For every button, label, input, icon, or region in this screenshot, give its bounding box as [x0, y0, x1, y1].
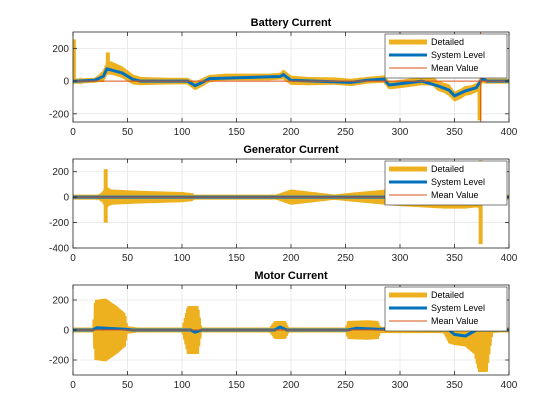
x-tick-label: 150	[228, 380, 245, 391]
legend-label: System Level	[431, 303, 485, 313]
legend-label: Detailed	[431, 290, 464, 300]
legend: Detailed System Level Mean Value	[384, 33, 508, 79]
x-tick-label: 100	[174, 253, 191, 264]
chart-title: Generator Current	[243, 144, 339, 156]
x-tick-label: 400	[501, 380, 518, 391]
y-tick-label: -200	[49, 356, 69, 367]
x-tick-label: 300	[392, 127, 409, 138]
chart-title: Motor Current	[254, 270, 328, 282]
x-tick-label: 300	[392, 253, 409, 264]
x-tick-label: 250	[337, 127, 354, 138]
subplot-1: 0 50 100 150 200 250 300 350 400-2000200Battery …	[49, 17, 518, 138]
x-tick-label: 150	[228, 253, 245, 264]
x-tick-label: 200	[283, 127, 300, 138]
x-tick-label: 250	[337, 380, 354, 391]
x-tick-label: 350	[446, 127, 463, 138]
legend-label: Mean Value	[431, 190, 478, 200]
y-tick-label: 200	[52, 167, 69, 178]
y-tick-label: -200	[49, 109, 69, 120]
y-tick-label: 200	[52, 44, 69, 55]
x-tick-label: 400	[501, 127, 518, 138]
x-tick-label: 150	[228, 127, 245, 138]
y-tick-label: 200	[52, 296, 69, 307]
x-tick-label: 300	[392, 380, 409, 391]
legend-label: System Level	[431, 177, 485, 187]
y-tick-label: -400	[49, 244, 69, 255]
x-tick-label: 50	[122, 253, 134, 264]
legend-label: System Level	[431, 50, 485, 60]
x-tick-label: 250	[337, 253, 354, 264]
y-tick-label: 0	[63, 326, 69, 337]
legend-label: Mean Value	[431, 63, 478, 73]
legend: Detailed System Level Mean Value	[384, 286, 508, 332]
x-tick-label: 200	[283, 253, 300, 264]
legend-label: Detailed	[431, 164, 464, 174]
y-tick-label: 0	[63, 77, 69, 88]
x-tick-label: 100	[174, 127, 191, 138]
x-tick-label: 0	[70, 380, 76, 391]
y-tick-label: -200	[49, 218, 69, 229]
subplot-2: 0 50 100 150 200 250 300 350 400 -400 -200 0 200 Gene…	[49, 144, 518, 264]
x-tick-label: 350	[446, 253, 463, 264]
subplot-3: 0 50 100 150 200 250 300 350 400 -200 0 200 Motor Cu…	[49, 270, 518, 391]
x-tick-label: 50	[122, 127, 134, 138]
chart-title: Battery Current	[251, 17, 332, 29]
x-tick-label: 100	[174, 380, 191, 391]
series-system-level	[73, 67, 509, 98]
x-tick-label: 350	[446, 380, 463, 391]
legend-label: Detailed	[431, 37, 464, 47]
legend-label: Mean Value	[431, 316, 478, 326]
x-tick-label: 50	[122, 380, 134, 391]
legend: Detailed System Level Mean Value	[384, 160, 508, 206]
x-tick-label: 200	[283, 380, 300, 391]
x-tick-label: 0	[70, 253, 76, 264]
x-tick-label: 400	[501, 253, 518, 264]
y-tick-label: 0	[63, 193, 69, 204]
x-tick-label: 0	[70, 127, 76, 138]
